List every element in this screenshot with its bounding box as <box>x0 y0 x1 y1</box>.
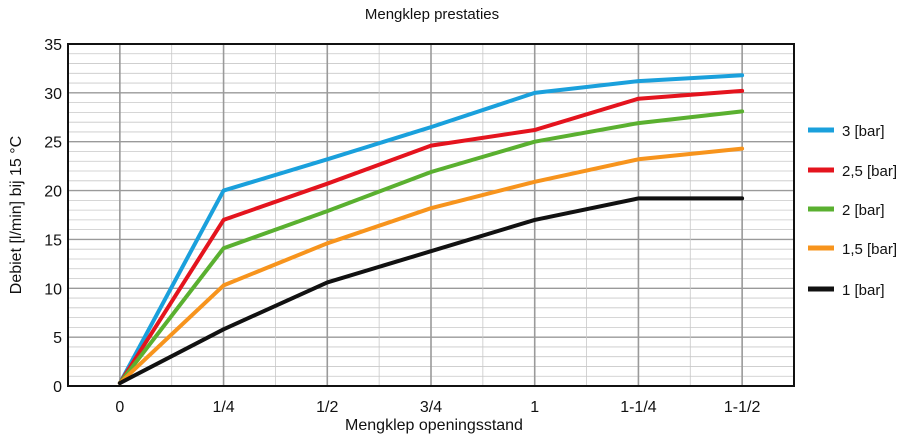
y-tick-label: 35 <box>44 37 62 54</box>
y-tick-label: 15 <box>44 232 62 249</box>
x-axis-label: Mengklep openingsstand <box>345 417 523 434</box>
series-line <box>117 88 745 386</box>
series-line <box>117 109 745 386</box>
y-tick-labels: 0 5 10 15 20 25 30 35 <box>44 37 62 396</box>
x-tick-label: 0 <box>115 399 124 416</box>
x-tick-label: 1/4 <box>212 399 234 416</box>
plot-frame <box>67 43 795 387</box>
y-tick-label: 30 <box>44 86 62 103</box>
x-tick-label: 1/2 <box>316 399 338 416</box>
x-tick-label: 3/4 <box>420 399 442 416</box>
y-tick-label: 10 <box>44 281 62 298</box>
legend-label: 1,5 [bar] <box>842 241 897 258</box>
grid <box>68 44 794 386</box>
y-tick-label: 0 <box>53 379 62 396</box>
x-tick-label: 1-1/2 <box>724 399 761 416</box>
y-axis-label: Debiet [l/min] bij 15 °C <box>8 136 25 294</box>
chart-title: Mengklep prestaties <box>365 6 499 23</box>
y-tick-label: 20 <box>44 184 62 201</box>
legend-label: 3 [bar] <box>842 123 885 140</box>
series-line <box>117 146 745 386</box>
x-tick-label: 1-1/4 <box>620 399 657 416</box>
legend-label: 1 [bar] <box>842 282 885 299</box>
series-line <box>117 73 745 386</box>
series-line <box>117 196 745 386</box>
y-tick-label: 5 <box>53 330 62 347</box>
x-tick-label: 1 <box>530 399 539 416</box>
legend: 3 [bar] 2,5 [bar] 2 [bar] 1,5 [bar] 1 [bar] <box>808 123 897 299</box>
y-tick-label: 25 <box>44 135 62 152</box>
x-tick-labels: 0 1/4 1/2 3/4 1 1-1/4 1-1/2 <box>115 399 760 416</box>
legend-label: 2,5 [bar] <box>842 163 897 180</box>
series-lines <box>117 73 745 386</box>
legend-label: 2 [bar] <box>842 202 885 219</box>
